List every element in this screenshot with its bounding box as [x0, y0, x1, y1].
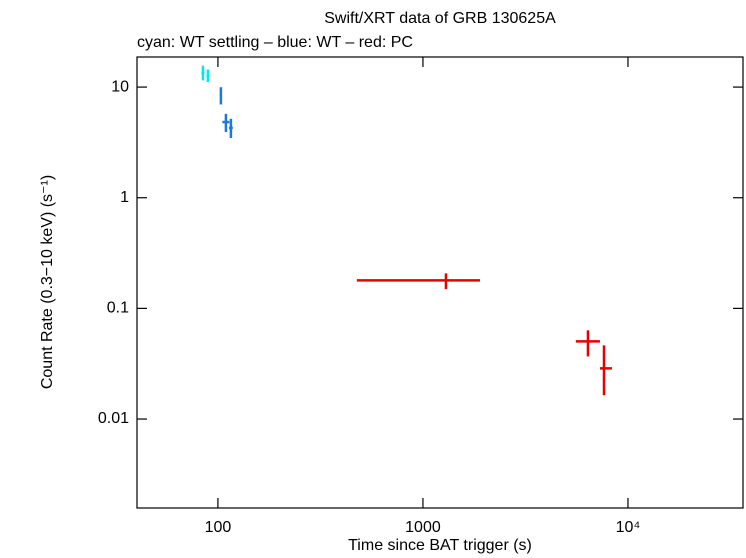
chart-subtitle: cyan: WT settling – blue: WT – red: PC	[137, 34, 413, 51]
x-tick-label: 10⁴	[616, 519, 641, 536]
y-tick-label: 1	[120, 189, 129, 206]
y-tick-label: 10	[111, 78, 129, 95]
chart-title: Swift/XRT data of GRB 130625A	[324, 10, 556, 27]
x-tick-label: 100	[205, 519, 232, 536]
y-tick-label: 0.1	[107, 300, 129, 317]
plot-frame	[136, 56, 744, 509]
x-tick-label: 1000	[405, 519, 441, 536]
x-axis-label: Time since BAT trigger (s)	[348, 537, 532, 554]
y-axis-label: Count Rate (0.3−10 keV) (s⁻¹)	[39, 175, 56, 389]
y-tick-label: 0.01	[98, 410, 129, 427]
